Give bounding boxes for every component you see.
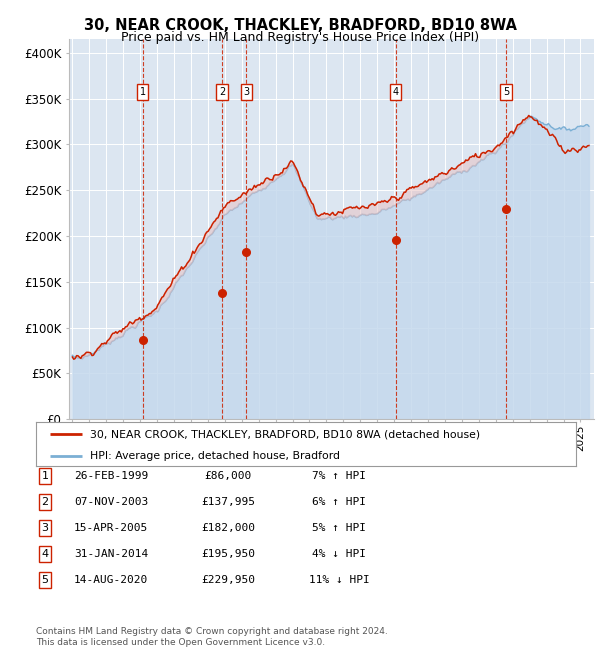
- Text: 31-JAN-2014: 31-JAN-2014: [74, 549, 148, 559]
- Text: 30, NEAR CROOK, THACKLEY, BRADFORD, BD10 8WA (detached house): 30, NEAR CROOK, THACKLEY, BRADFORD, BD10…: [90, 429, 480, 439]
- Text: 3: 3: [41, 523, 49, 533]
- Text: £195,950: £195,950: [201, 549, 255, 559]
- Text: 4: 4: [392, 87, 398, 97]
- Text: 6% ↑ HPI: 6% ↑ HPI: [312, 497, 366, 507]
- Text: 3: 3: [244, 87, 250, 97]
- Text: 4% ↓ HPI: 4% ↓ HPI: [312, 549, 366, 559]
- Text: 15-APR-2005: 15-APR-2005: [74, 523, 148, 533]
- Text: 5: 5: [503, 87, 509, 97]
- Text: 5% ↑ HPI: 5% ↑ HPI: [312, 523, 366, 533]
- Text: 4: 4: [41, 549, 49, 559]
- Text: 14-AUG-2020: 14-AUG-2020: [74, 575, 148, 585]
- Text: 07-NOV-2003: 07-NOV-2003: [74, 497, 148, 507]
- Text: HPI: Average price, detached house, Bradford: HPI: Average price, detached house, Brad…: [90, 451, 340, 462]
- Text: 2: 2: [41, 497, 49, 507]
- Text: £229,950: £229,950: [201, 575, 255, 585]
- Text: Contains HM Land Registry data © Crown copyright and database right 2024.
This d: Contains HM Land Registry data © Crown c…: [36, 627, 388, 647]
- Text: 7% ↑ HPI: 7% ↑ HPI: [312, 471, 366, 481]
- Text: 30, NEAR CROOK, THACKLEY, BRADFORD, BD10 8WA: 30, NEAR CROOK, THACKLEY, BRADFORD, BD10…: [83, 18, 517, 33]
- Text: £137,995: £137,995: [201, 497, 255, 507]
- Text: £86,000: £86,000: [205, 471, 251, 481]
- Text: 26-FEB-1999: 26-FEB-1999: [74, 471, 148, 481]
- Text: Price paid vs. HM Land Registry's House Price Index (HPI): Price paid vs. HM Land Registry's House …: [121, 31, 479, 44]
- Text: 1: 1: [140, 87, 146, 97]
- Text: 5: 5: [41, 575, 49, 585]
- Text: 1: 1: [41, 471, 49, 481]
- Text: 2: 2: [219, 87, 226, 97]
- Text: 11% ↓ HPI: 11% ↓ HPI: [308, 575, 370, 585]
- Text: £182,000: £182,000: [201, 523, 255, 533]
